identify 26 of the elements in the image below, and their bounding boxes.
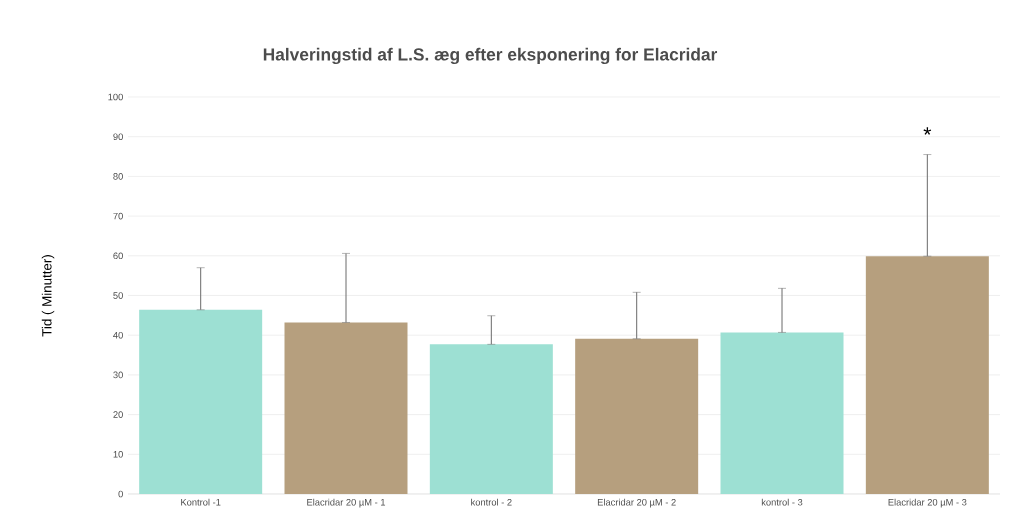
x-tick-label: Elacridar 20 µM - 2 <box>597 498 676 508</box>
x-tick-label: kontrol - 3 <box>761 498 803 506</box>
y-tick-label: 30 <box>113 371 123 379</box>
x-tick-label: Kontrol -1 <box>181 498 221 506</box>
y-tick-label: 20 <box>113 411 123 418</box>
bar <box>865 256 989 494</box>
y-tick-label: 100 <box>108 93 123 101</box>
y-tick-label: 10 <box>113 451 123 458</box>
x-tick-label: kontrol - 2 <box>471 498 512 506</box>
bar <box>720 332 844 494</box>
y-tick-label: 0 <box>118 490 123 498</box>
bar <box>139 309 263 494</box>
y-tick-label: 60 <box>113 252 123 260</box>
y-tick-label: 50 <box>113 292 123 299</box>
y-tick-label: 80 <box>113 173 123 180</box>
y-tick-label: 70 <box>113 212 123 220</box>
bar <box>575 338 699 494</box>
y-axis-title: Tid ( Minutter) <box>41 255 55 337</box>
x-tick-label: Elacridar 20 µM - 1 <box>307 498 386 508</box>
y-tick-label: 90 <box>113 133 123 140</box>
bar <box>284 322 408 494</box>
y-tick-label: 40 <box>113 331 123 339</box>
chart-title: Halveringstid af L.S. æg efter eksponering for Elacridar <box>263 47 718 65</box>
x-tick-label: Elacridar 20 µM - 3 <box>888 498 967 508</box>
annotation: * <box>923 127 932 135</box>
bar <box>429 344 553 494</box>
